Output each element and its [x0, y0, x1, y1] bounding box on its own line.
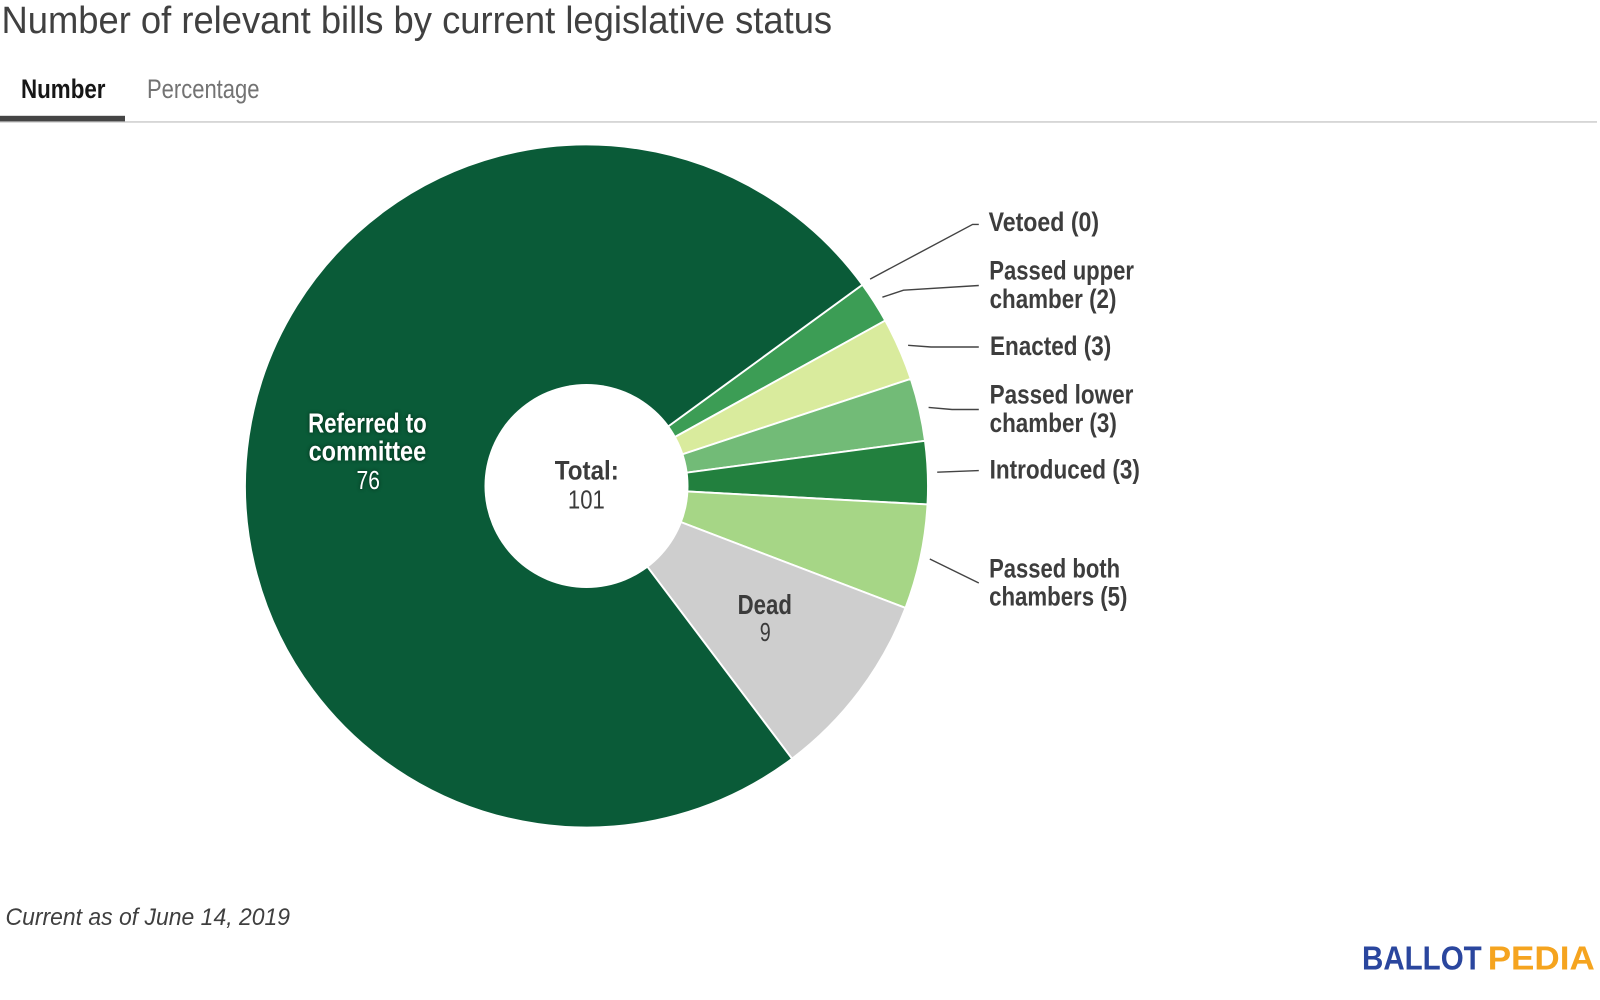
svg-text:Dead: Dead: [738, 590, 792, 621]
svg-text:Current as of June 14, 2019: Current as of June 14, 2019: [6, 904, 291, 931]
svg-text:76: 76: [356, 467, 379, 496]
svg-text:committee: committee: [309, 437, 427, 467]
svg-text:BALLOT: BALLOT: [1362, 940, 1482, 977]
svg-text:9: 9: [760, 618, 771, 647]
svg-text:Enacted (3): Enacted (3): [990, 332, 1111, 361]
svg-text:chambers (5): chambers (5): [989, 583, 1127, 612]
svg-text:Number of relevant bills by cu: Number of relevant bills by current legi…: [2, 0, 833, 41]
svg-text:Vetoed (0): Vetoed (0): [989, 208, 1100, 238]
svg-text:Referred to: Referred to: [308, 408, 427, 439]
svg-text:Number: Number: [21, 75, 106, 104]
svg-text:Passed lower: Passed lower: [990, 381, 1134, 410]
svg-text:chamber (3): chamber (3): [990, 409, 1117, 438]
svg-text:Passed both: Passed both: [989, 555, 1120, 584]
svg-text:Total:: Total:: [555, 457, 619, 486]
svg-text:101: 101: [568, 486, 605, 515]
svg-text:Passed upper: Passed upper: [989, 256, 1134, 285]
svg-text:Percentage: Percentage: [147, 75, 259, 104]
svg-text:chamber (2): chamber (2): [990, 285, 1117, 314]
svg-text:Introduced (3): Introduced (3): [990, 456, 1140, 485]
svg-text:PEDIA: PEDIA: [1488, 941, 1595, 978]
